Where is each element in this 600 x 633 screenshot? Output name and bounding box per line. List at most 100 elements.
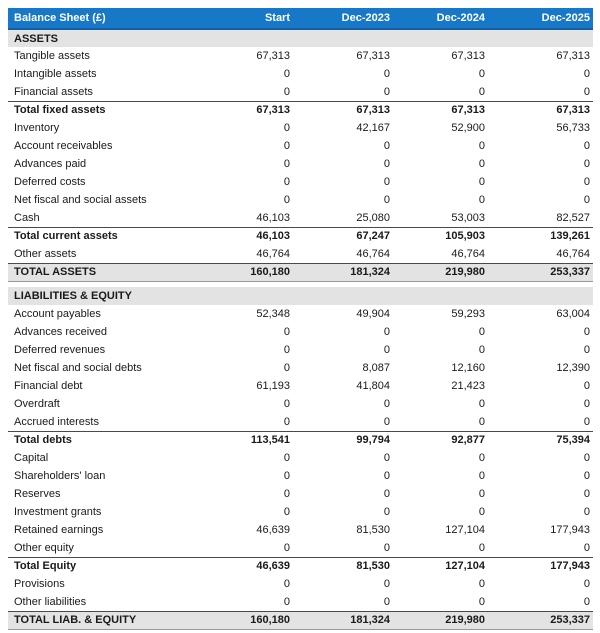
table-row: Capital 0 0 0 0	[8, 449, 593, 467]
row-label: Provisions	[14, 578, 65, 590]
cell-value: 0	[283, 194, 290, 206]
cell-value: 0	[383, 452, 390, 464]
cell-value: 0	[283, 176, 290, 188]
cell-value: 0	[583, 488, 590, 500]
cell-value: 46,764	[451, 247, 485, 260]
cell-value: 53,003	[451, 211, 485, 224]
cell-value: 0	[383, 326, 390, 338]
row-label: Accrued interests	[14, 415, 99, 428]
cell-value: 0	[478, 176, 485, 188]
table-row: Financial assets 0 0 0 0	[8, 83, 593, 101]
cell-value: 160,180	[201, 262, 293, 282]
cell-value: 0	[583, 380, 590, 392]
cell-value: 0	[583, 470, 590, 482]
cell-value: 0	[583, 176, 590, 188]
cell-value: 0	[383, 415, 390, 428]
table-row: Other liabilities 0 0 0 0	[8, 593, 593, 611]
table-row: Other equity 0 0 0 0	[8, 539, 593, 557]
cell-value: 42,167	[356, 122, 390, 134]
cell-value: 0	[383, 68, 390, 80]
cell-value: 0	[478, 488, 485, 500]
row-label: Retained earnings	[14, 524, 104, 536]
table-row: Retained earnings 46,639 81,530 127,104 177,…	[8, 521, 593, 539]
cell-value: 0	[478, 595, 485, 608]
header-row: Balance Sheet (£) Start Dec-2023 Dec-202…	[8, 8, 593, 30]
cell-value: 46,764	[256, 247, 290, 260]
cell-value: 0	[583, 541, 590, 554]
table-row: Deferred revenues 0 0 0 0	[8, 341, 593, 359]
row-label: Investment grants	[14, 506, 102, 518]
table-row: Inventory 0 42,167 52,900 56,733	[8, 119, 593, 137]
row-label: Other assets	[14, 247, 77, 260]
cell-value: 46,764	[356, 247, 390, 260]
cell-value: 0	[478, 68, 485, 80]
cell-value: 0	[583, 344, 590, 356]
cell-value: 0	[283, 85, 290, 98]
cell-value: 0	[583, 452, 590, 464]
table-row: Total debts 113,541 99,794 92,877 75,394	[8, 430, 593, 449]
cell-value: 59,293	[451, 308, 485, 320]
cell-value: 46,103	[201, 226, 293, 245]
table-row: Financial debt 61,193 41,804 21,423 0	[8, 377, 593, 395]
column-header-dec-2025: Dec-2025	[488, 8, 593, 30]
row-label: Intangible assets	[14, 68, 97, 80]
row-label: Inventory	[14, 122, 60, 134]
table-title: Balance Sheet (£)	[8, 8, 201, 30]
cell-value: 0	[583, 140, 590, 152]
row-label: Shareholders' loan	[14, 470, 106, 482]
row-label: Other equity	[14, 541, 74, 554]
cell-value: 0	[583, 415, 590, 428]
row-label: Tangible assets	[14, 50, 90, 62]
cell-value: 0	[383, 398, 390, 410]
cell-value: 0	[478, 506, 485, 518]
cell-value: 12,390	[556, 362, 590, 374]
cell-value: 0	[283, 158, 290, 170]
cell-value: 0	[583, 326, 590, 338]
cell-value: 0	[478, 470, 485, 482]
table-row: Reserves 0 0 0 0	[8, 485, 593, 503]
cell-value: 0	[383, 578, 390, 590]
cell-value: 99,794	[293, 430, 393, 449]
cell-value: 0	[383, 194, 390, 206]
row-label: Deferred costs	[14, 176, 86, 188]
cell-value: 0	[283, 344, 290, 356]
cell-value: 0	[383, 506, 390, 518]
table-row: Total current assets 46,103 67,247 105,903 1…	[8, 226, 593, 245]
row-label: Deferred revenues	[14, 344, 106, 356]
cell-value: 0	[283, 68, 290, 80]
section-title: ASSETS	[8, 29, 593, 47]
cell-value: 181,324	[293, 610, 393, 630]
cell-value: 219,980	[393, 610, 488, 630]
cell-value: 0	[583, 85, 590, 98]
table-row: Net fiscal and social debts 0 8,087 12,160 1…	[8, 359, 593, 377]
cell-value: 253,337	[488, 262, 593, 282]
cell-value: 56,733	[556, 122, 590, 134]
cell-value: 67,313	[293, 100, 393, 119]
cell-value: 139,261	[488, 226, 593, 245]
cell-value: 127,104	[445, 524, 485, 536]
row-label: Account receivables	[14, 140, 113, 152]
cell-value: 0	[383, 344, 390, 356]
table-row: Account payables 52,348 49,904 59,293 63,004	[8, 305, 593, 323]
row-label: Capital	[14, 452, 49, 464]
cell-value: 0	[283, 140, 290, 152]
cell-value: 0	[478, 326, 485, 338]
cell-value: 21,423	[451, 380, 485, 392]
row-label: Cash	[14, 211, 40, 224]
cell-value: 113,541	[201, 430, 293, 449]
cell-value: 0	[583, 506, 590, 518]
row-label: Total Equity	[8, 556, 201, 575]
cell-value: 0	[383, 176, 390, 188]
cell-value: 0	[283, 506, 290, 518]
cell-value: 46,639	[256, 524, 290, 536]
cell-value: 67,313	[451, 50, 485, 62]
cell-value: 41,804	[356, 380, 390, 392]
cell-value: 0	[383, 488, 390, 500]
table-row: TOTAL LIAB. & EQUITY 160,180 181,324 219,98…	[8, 610, 593, 630]
cell-value: 0	[583, 194, 590, 206]
table-row: Net fiscal and social assets 0 0 0 0	[8, 191, 593, 209]
cell-value: 177,943	[488, 556, 593, 575]
balance-sheet: Balance Sheet (£) Start Dec-2023 Dec-202…	[8, 8, 593, 630]
cell-value: 0	[383, 158, 390, 170]
